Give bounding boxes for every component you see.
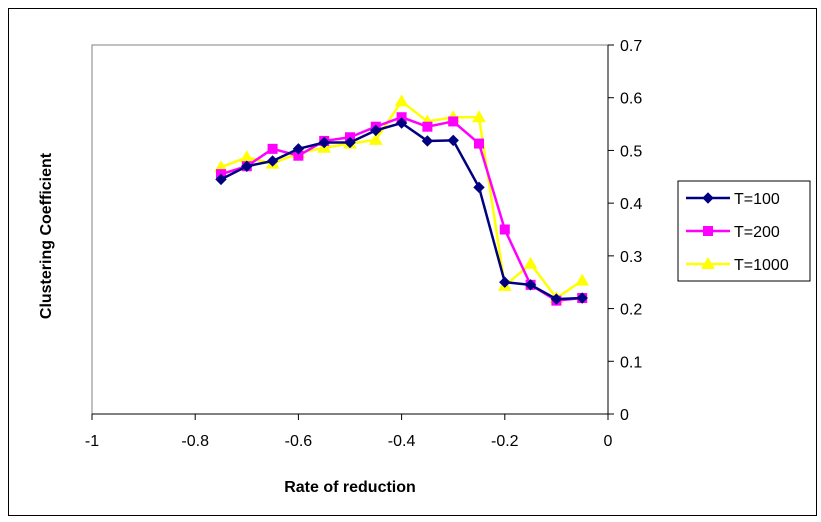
- legend-label: T=100: [734, 191, 780, 208]
- data-point: [368, 132, 383, 145]
- data-point: [421, 135, 434, 147]
- data-point: [524, 279, 537, 291]
- data-point: [267, 143, 278, 154]
- series-t-100: [215, 117, 588, 305]
- y-tick-label: 0.1: [620, 354, 642, 371]
- data-point: [370, 124, 382, 137]
- legend-entry: T=100: [686, 191, 780, 208]
- y-tick-label: 0.4: [620, 196, 642, 213]
- series-layer: [214, 94, 590, 306]
- data-point: [215, 173, 227, 186]
- y-tick-label: 0.6: [620, 91, 642, 108]
- legend: T=100 T=200 T=1000: [686, 191, 789, 274]
- legend-marker: [701, 256, 715, 269]
- x-tick-label: -1: [85, 433, 99, 450]
- y-axis-title: Clustering Coefficient: [38, 152, 55, 319]
- data-point: [344, 136, 356, 149]
- x-tick-label: 0: [604, 433, 613, 450]
- axes: -1 -0.8 -0.6 -0.4 -0.2 00 0.1 0.2 0.3 0.4 0.5 0.6 0.…: [85, 38, 642, 450]
- data-point: [447, 134, 459, 147]
- data-point: [422, 121, 433, 132]
- data-point: [499, 224, 510, 235]
- data-point: [448, 116, 459, 127]
- legend-marker: [702, 192, 714, 204]
- data-point: [318, 136, 330, 149]
- legend-label: T=200: [734, 224, 780, 241]
- legend-marker: [703, 226, 713, 236]
- y-tick-label: 0.2: [620, 302, 642, 319]
- data-point: [473, 181, 485, 194]
- y-tick-label: 0.7: [620, 38, 642, 55]
- data-point: [395, 117, 408, 129]
- x-tick-label: -0.4: [388, 433, 416, 450]
- data-point: [499, 276, 511, 288]
- y-tick-label: 0.5: [620, 143, 642, 160]
- data-point: [266, 155, 279, 167]
- x-tick-label: -0.6: [285, 433, 313, 450]
- plot-area: [91, 44, 609, 415]
- data-point: [550, 293, 563, 305]
- x-axis-title: Rate of reduction: [284, 479, 416, 496]
- y-tick-label: 0: [620, 407, 629, 424]
- legend-entry: T=200: [686, 224, 780, 241]
- legend-label: T=1000: [734, 257, 789, 274]
- legend-entry: T=1000: [686, 256, 789, 274]
- data-point: [575, 273, 590, 286]
- data-point: [394, 94, 409, 107]
- data-point: [292, 143, 305, 155]
- y-tick-label: 0.3: [620, 249, 642, 266]
- x-tick-label: -0.8: [181, 433, 209, 450]
- x-tick-label: -0.2: [491, 433, 519, 450]
- data-point: [474, 138, 484, 149]
- data-point: [523, 256, 538, 269]
- data-point: [576, 292, 588, 304]
- data-point: [472, 110, 486, 123]
- data-point: [241, 160, 253, 172]
